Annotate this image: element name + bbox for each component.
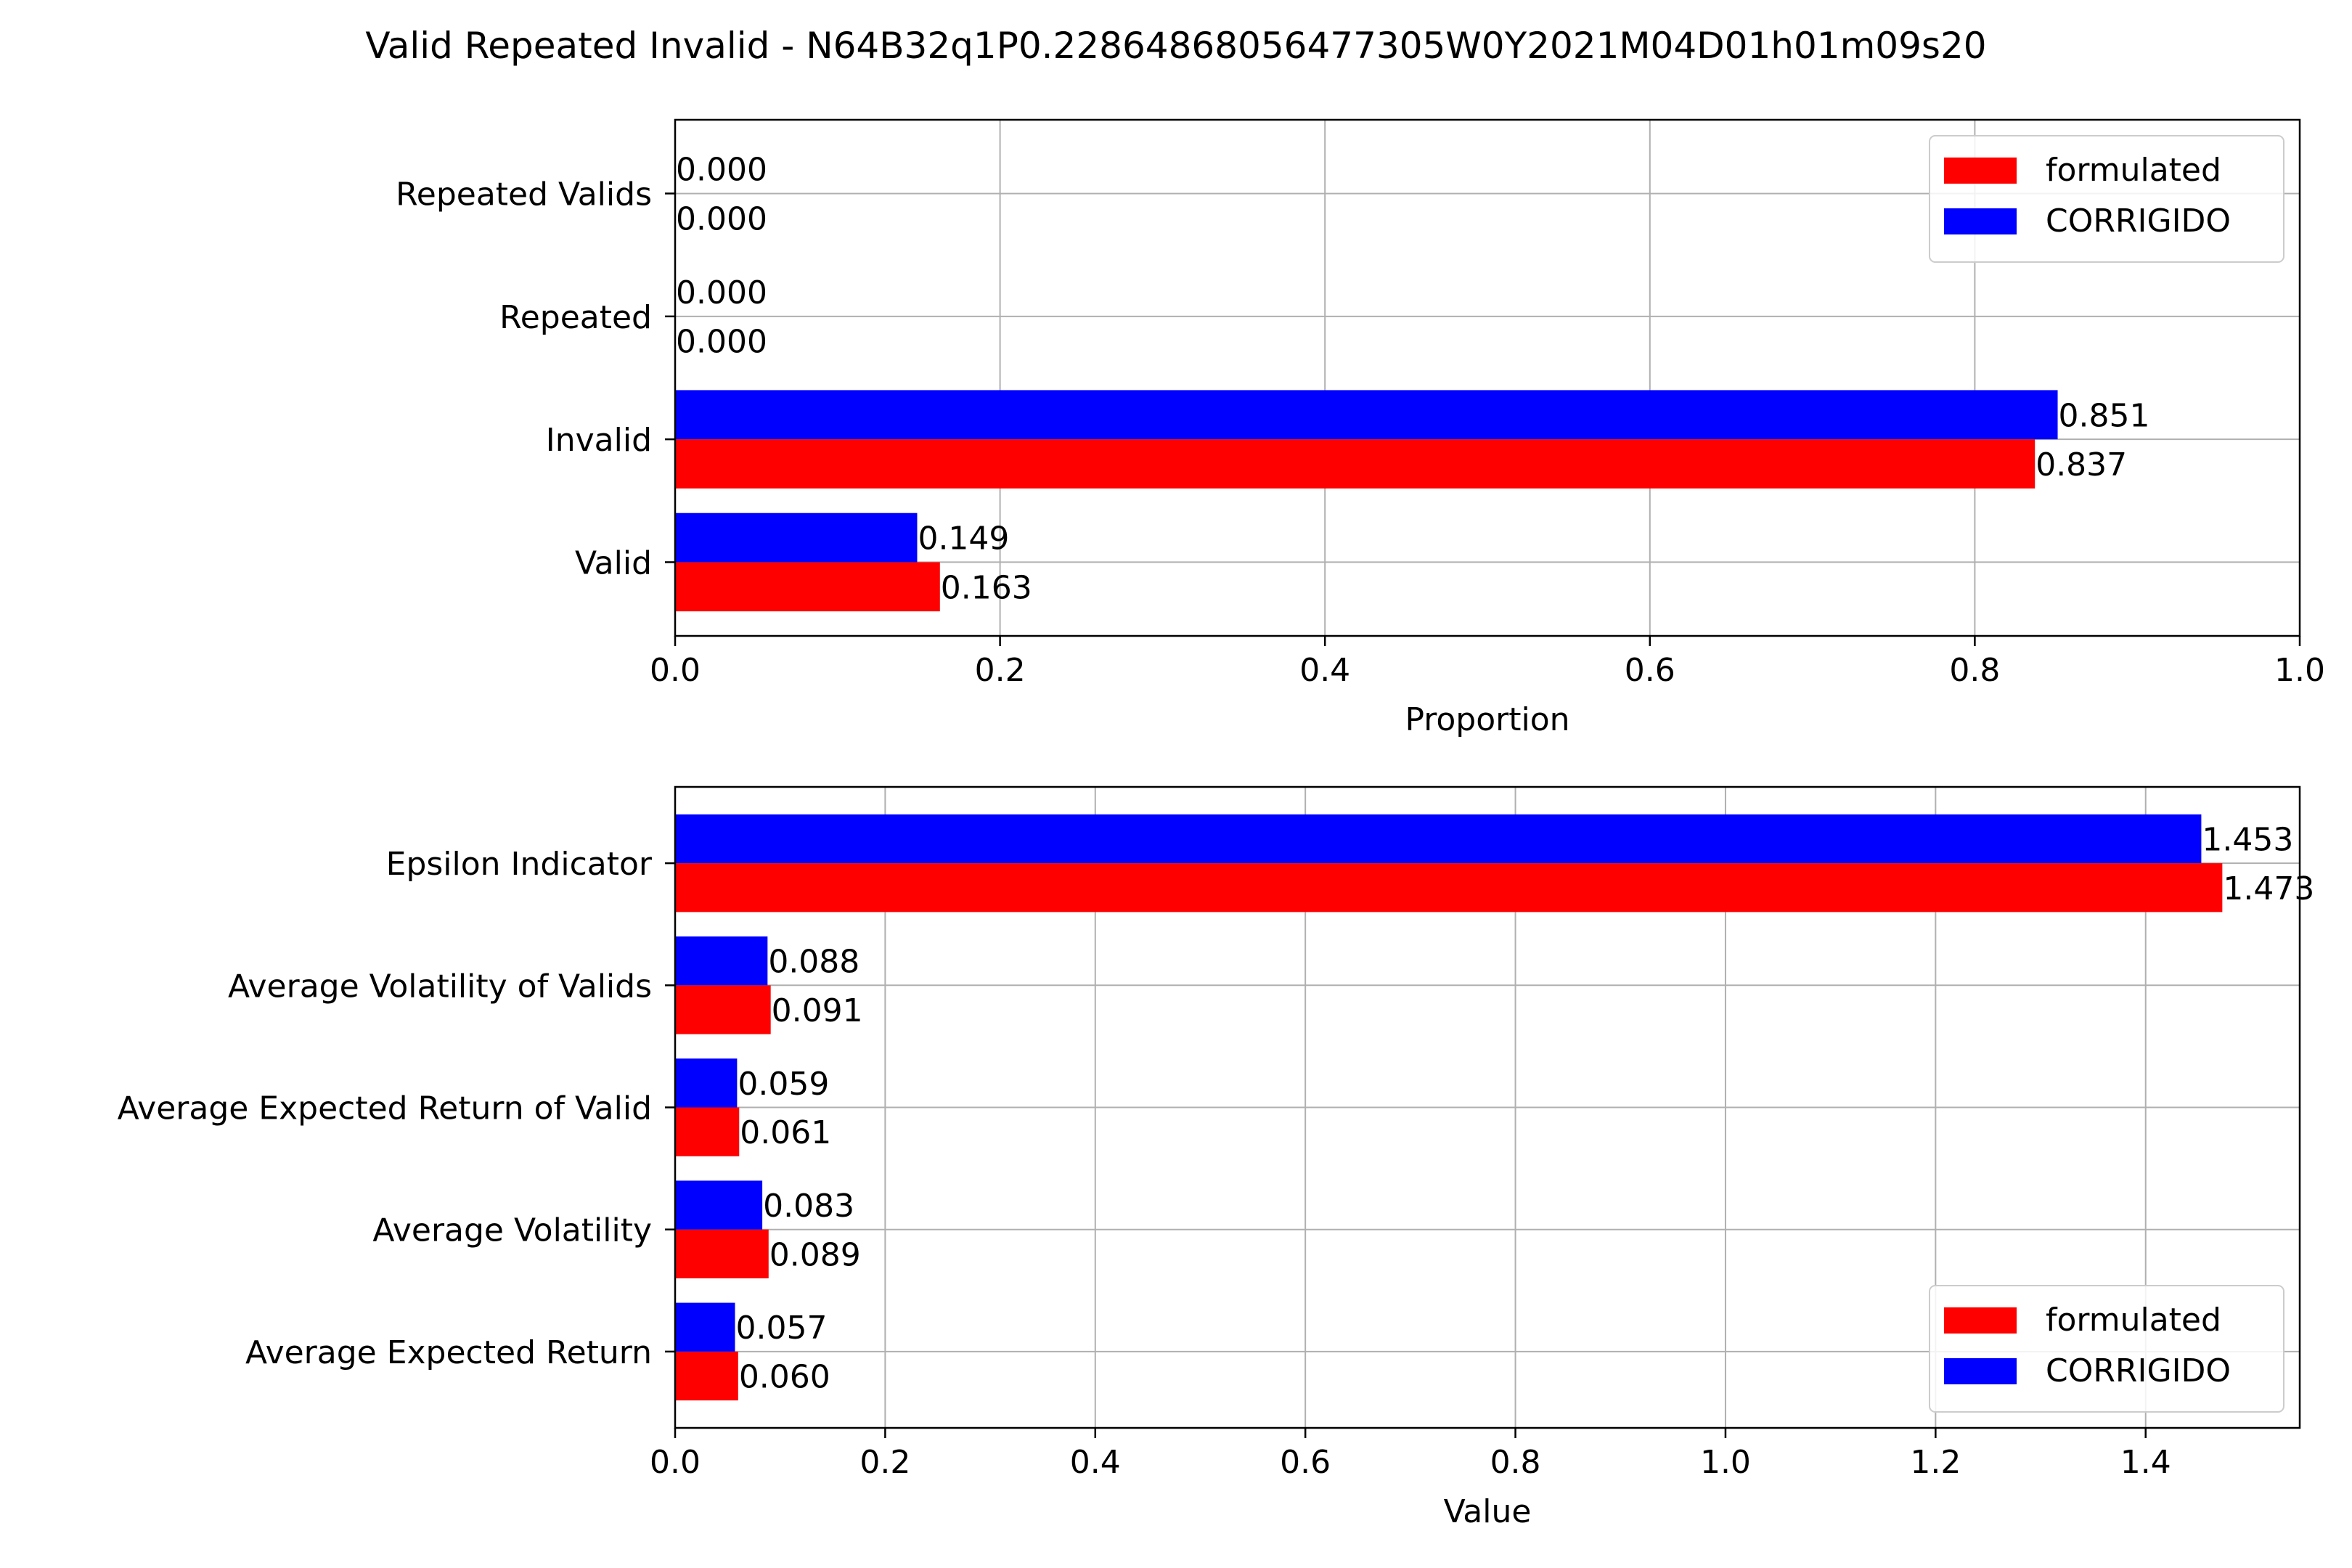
bar-corrigido-epsilon-indicator bbox=[675, 814, 2202, 864]
data-label: 0.149 bbox=[918, 520, 1009, 558]
bar-formulated-average-volatility bbox=[675, 1229, 769, 1278]
x-tick-label: 0.6 bbox=[1625, 652, 1675, 689]
x-tick-label: 0.6 bbox=[1280, 1444, 1331, 1481]
data-label: 0.083 bbox=[763, 1188, 854, 1225]
data-label: 0.057 bbox=[735, 1310, 827, 1347]
legend-swatch-formulated bbox=[1944, 158, 2017, 184]
bar-corrigido-average-expected-return-of-valid bbox=[675, 1058, 738, 1108]
data-label: 0.088 bbox=[768, 944, 859, 981]
legend-label-formulated: formulated bbox=[2046, 152, 2221, 189]
legend-box bbox=[1929, 135, 2284, 263]
data-label: 0.000 bbox=[676, 324, 767, 361]
x-tick-label: 1.2 bbox=[1910, 1444, 1961, 1481]
bar-corrigido-average-volatility-of-valids bbox=[675, 936, 768, 986]
x-tick-label: 0.2 bbox=[975, 652, 1026, 689]
legend-swatch-corrigido bbox=[1944, 1358, 2017, 1384]
x-axis-label: Proportion bbox=[1405, 701, 1569, 738]
legend-label-corrigido: CORRIGIDO bbox=[2046, 1352, 2231, 1389]
data-label: 1.473 bbox=[2223, 870, 2314, 907]
data-label: 0.000 bbox=[676, 152, 767, 189]
y-tick-label: Valid bbox=[575, 544, 652, 581]
y-tick-label: Average Expected Return of Valid bbox=[118, 1090, 652, 1127]
data-label: 0.060 bbox=[739, 1359, 830, 1396]
bar-corrigido-invalid bbox=[675, 390, 2058, 440]
value-chart: 0.060 0.089 0.061 0.091 1.473 0.057 0.083 0.059… bbox=[118, 785, 2314, 1530]
x-tick-label: 1.0 bbox=[2274, 652, 2325, 689]
x-tick-label: 0.2 bbox=[859, 1444, 910, 1481]
y-tick-label: Invalid bbox=[546, 422, 652, 459]
x-tick-label: 1.4 bbox=[2120, 1444, 2171, 1481]
data-label: 0.091 bbox=[772, 992, 863, 1029]
y-tick-label: Average Expected Return bbox=[245, 1334, 652, 1371]
data-label: 1.453 bbox=[2202, 821, 2293, 858]
bar-formulated-valid bbox=[675, 562, 940, 612]
bar-corrigido-average-expected-return bbox=[675, 1302, 735, 1352]
bar-formulated-average-expected-return bbox=[675, 1351, 738, 1401]
legend-swatch-formulated bbox=[1944, 1307, 2017, 1334]
y-tick-label: Repeated bbox=[499, 299, 652, 336]
bar-formulated-average-volatility-of-valids bbox=[675, 985, 771, 1034]
x-tick-label: 1.0 bbox=[1700, 1444, 1751, 1481]
data-label: 0.163 bbox=[941, 569, 1032, 606]
data-label: 0.837 bbox=[2035, 446, 2127, 483]
y-tick-label: Average Volatility of Valids bbox=[228, 968, 652, 1005]
x-tick-label: 0.4 bbox=[1299, 652, 1350, 689]
bar-corrigido-valid bbox=[675, 513, 918, 563]
x-tick-label: 0.4 bbox=[1070, 1444, 1121, 1481]
legend-swatch-corrigido bbox=[1944, 208, 2017, 234]
data-label: 0.061 bbox=[740, 1114, 831, 1151]
bar-formulated-invalid bbox=[675, 439, 2035, 489]
x-axis-label: Value bbox=[1444, 1493, 1532, 1530]
data-label: 0.000 bbox=[676, 200, 767, 237]
legend-label-corrigido: CORRIGIDO bbox=[2046, 203, 2231, 240]
data-label: 0.059 bbox=[738, 1066, 829, 1103]
x-tick-label: 0.0 bbox=[650, 652, 701, 689]
x-tick-label: 0.0 bbox=[650, 1444, 701, 1481]
axes-frame bbox=[674, 118, 2301, 637]
bar-corrigido-average-volatility bbox=[675, 1180, 763, 1230]
data-label: 0.089 bbox=[769, 1236, 861, 1273]
y-tick-label: Epsilon Indicator bbox=[386, 846, 653, 883]
bar-formulated-average-expected-return-of-valid bbox=[675, 1107, 740, 1156]
figure-title: Valid Repeated Invalid - N64B32q1P0.2286… bbox=[365, 25, 1986, 67]
legend-box bbox=[1929, 1285, 2284, 1413]
x-tick-label: 0.8 bbox=[1490, 1444, 1541, 1481]
data-label: 0.851 bbox=[2059, 397, 2150, 434]
y-tick-label: Average Volatility bbox=[372, 1212, 652, 1249]
x-tick-label: 0.8 bbox=[1949, 652, 2000, 689]
legend-label-formulated: formulated bbox=[2046, 1302, 2221, 1339]
proportion-chart: 0.163 0.837 0.000 0.000 0.149 0.851 0.000 0.000… bbox=[396, 118, 2325, 738]
data-label: 0.000 bbox=[676, 274, 767, 311]
bar-formulated-epsilon-indicator bbox=[675, 863, 2223, 912]
y-tick-label: Repeated Valids bbox=[396, 176, 652, 213]
